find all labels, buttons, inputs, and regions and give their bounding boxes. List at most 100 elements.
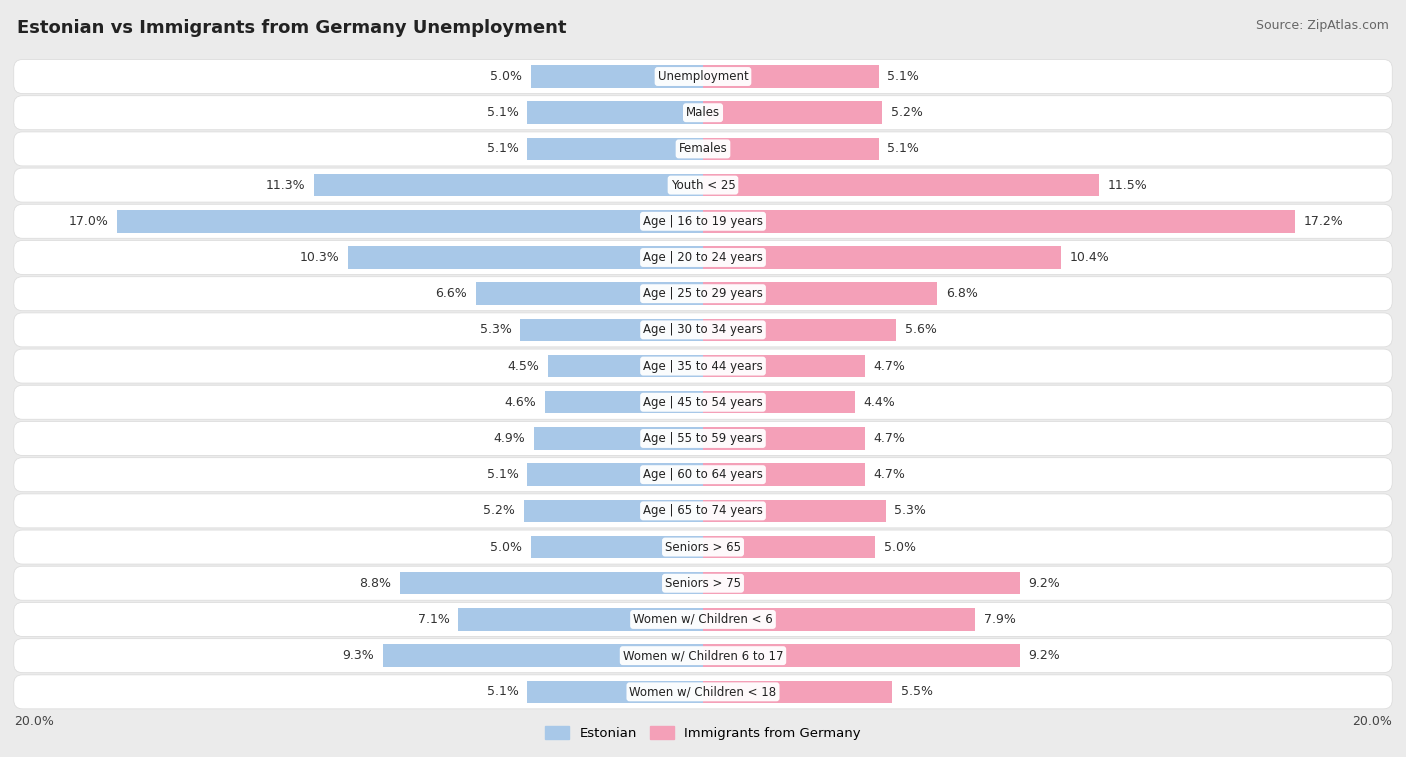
Bar	[703, 282, 938, 305]
Bar	[548, 355, 703, 377]
Text: Females: Females	[679, 142, 727, 155]
Bar	[703, 174, 1099, 196]
Bar	[703, 210, 1295, 232]
Text: Age | 35 to 44 years: Age | 35 to 44 years	[643, 360, 763, 372]
Text: 6.8%: 6.8%	[946, 287, 977, 301]
FancyBboxPatch shape	[14, 530, 1392, 564]
Text: Age | 60 to 64 years: Age | 60 to 64 years	[643, 468, 763, 481]
Text: 11.3%: 11.3%	[266, 179, 305, 192]
Text: 5.1%: 5.1%	[486, 142, 519, 155]
FancyBboxPatch shape	[14, 168, 1392, 202]
Bar	[703, 391, 855, 413]
Text: Seniors > 65: Seniors > 65	[665, 540, 741, 553]
Bar	[349, 246, 703, 269]
Text: 10.4%: 10.4%	[1070, 251, 1109, 264]
Text: 5.1%: 5.1%	[486, 685, 519, 699]
Bar	[531, 65, 703, 88]
Text: 5.3%: 5.3%	[479, 323, 512, 336]
Bar	[534, 427, 703, 450]
Bar	[703, 319, 896, 341]
Text: Estonian vs Immigrants from Germany Unemployment: Estonian vs Immigrants from Germany Unem…	[17, 19, 567, 37]
Text: 4.7%: 4.7%	[873, 432, 905, 445]
Text: 5.1%: 5.1%	[887, 70, 920, 83]
Text: 5.2%: 5.2%	[891, 106, 922, 119]
Text: 5.6%: 5.6%	[904, 323, 936, 336]
Bar	[527, 463, 703, 486]
FancyBboxPatch shape	[14, 313, 1392, 347]
Text: 17.0%: 17.0%	[69, 215, 108, 228]
Text: 5.0%: 5.0%	[491, 70, 522, 83]
FancyBboxPatch shape	[14, 241, 1392, 275]
Text: 5.0%: 5.0%	[884, 540, 915, 553]
Bar	[475, 282, 703, 305]
Text: 4.7%: 4.7%	[873, 360, 905, 372]
Text: 9.2%: 9.2%	[1029, 577, 1060, 590]
FancyBboxPatch shape	[14, 603, 1392, 637]
FancyBboxPatch shape	[14, 276, 1392, 310]
Bar	[703, 608, 976, 631]
Text: Women w/ Children < 18: Women w/ Children < 18	[630, 685, 776, 699]
Text: Age | 30 to 34 years: Age | 30 to 34 years	[643, 323, 763, 336]
Bar	[703, 644, 1019, 667]
Bar	[527, 138, 703, 160]
Bar	[703, 536, 875, 558]
Text: Age | 16 to 19 years: Age | 16 to 19 years	[643, 215, 763, 228]
Bar	[703, 246, 1062, 269]
Text: 20.0%: 20.0%	[1353, 715, 1392, 728]
Bar	[544, 391, 703, 413]
Bar	[703, 572, 1019, 594]
Text: 4.4%: 4.4%	[863, 396, 896, 409]
Bar	[117, 210, 703, 232]
Bar	[399, 572, 703, 594]
Text: Age | 45 to 54 years: Age | 45 to 54 years	[643, 396, 763, 409]
Bar	[520, 319, 703, 341]
FancyBboxPatch shape	[14, 385, 1392, 419]
Text: 5.3%: 5.3%	[894, 504, 927, 517]
Bar	[531, 536, 703, 558]
Text: Age | 20 to 24 years: Age | 20 to 24 years	[643, 251, 763, 264]
Text: 10.3%: 10.3%	[299, 251, 340, 264]
Text: 9.2%: 9.2%	[1029, 650, 1060, 662]
Legend: Estonian, Immigrants from Germany: Estonian, Immigrants from Germany	[540, 721, 866, 745]
Text: 4.5%: 4.5%	[508, 360, 540, 372]
Bar	[382, 644, 703, 667]
Text: Youth < 25: Youth < 25	[671, 179, 735, 192]
Text: 6.6%: 6.6%	[436, 287, 467, 301]
Bar	[703, 101, 882, 124]
Bar	[524, 500, 703, 522]
Text: 4.6%: 4.6%	[505, 396, 536, 409]
Bar	[703, 355, 865, 377]
Text: Unemployment: Unemployment	[658, 70, 748, 83]
Bar	[703, 463, 865, 486]
FancyBboxPatch shape	[14, 566, 1392, 600]
Text: 4.7%: 4.7%	[873, 468, 905, 481]
Text: Age | 55 to 59 years: Age | 55 to 59 years	[643, 432, 763, 445]
FancyBboxPatch shape	[14, 60, 1392, 94]
Text: 5.1%: 5.1%	[486, 106, 519, 119]
Text: Males: Males	[686, 106, 720, 119]
Text: 20.0%: 20.0%	[14, 715, 53, 728]
Bar	[703, 138, 879, 160]
Text: 7.9%: 7.9%	[984, 613, 1015, 626]
FancyBboxPatch shape	[14, 458, 1392, 492]
Text: 7.1%: 7.1%	[418, 613, 450, 626]
FancyBboxPatch shape	[14, 95, 1392, 129]
Bar	[703, 427, 865, 450]
Text: 17.2%: 17.2%	[1305, 215, 1344, 228]
FancyBboxPatch shape	[14, 422, 1392, 456]
Text: 8.8%: 8.8%	[360, 577, 391, 590]
Text: 5.5%: 5.5%	[901, 685, 934, 699]
Text: 4.9%: 4.9%	[494, 432, 526, 445]
Text: Source: ZipAtlas.com: Source: ZipAtlas.com	[1256, 19, 1389, 32]
Text: Women w/ Children 6 to 17: Women w/ Children 6 to 17	[623, 650, 783, 662]
FancyBboxPatch shape	[14, 494, 1392, 528]
Bar	[314, 174, 703, 196]
Text: Women w/ Children < 6: Women w/ Children < 6	[633, 613, 773, 626]
FancyBboxPatch shape	[14, 204, 1392, 238]
Bar	[527, 681, 703, 703]
Text: 5.2%: 5.2%	[484, 504, 515, 517]
Text: Age | 25 to 29 years: Age | 25 to 29 years	[643, 287, 763, 301]
FancyBboxPatch shape	[14, 349, 1392, 383]
Text: 5.1%: 5.1%	[887, 142, 920, 155]
Bar	[458, 608, 703, 631]
